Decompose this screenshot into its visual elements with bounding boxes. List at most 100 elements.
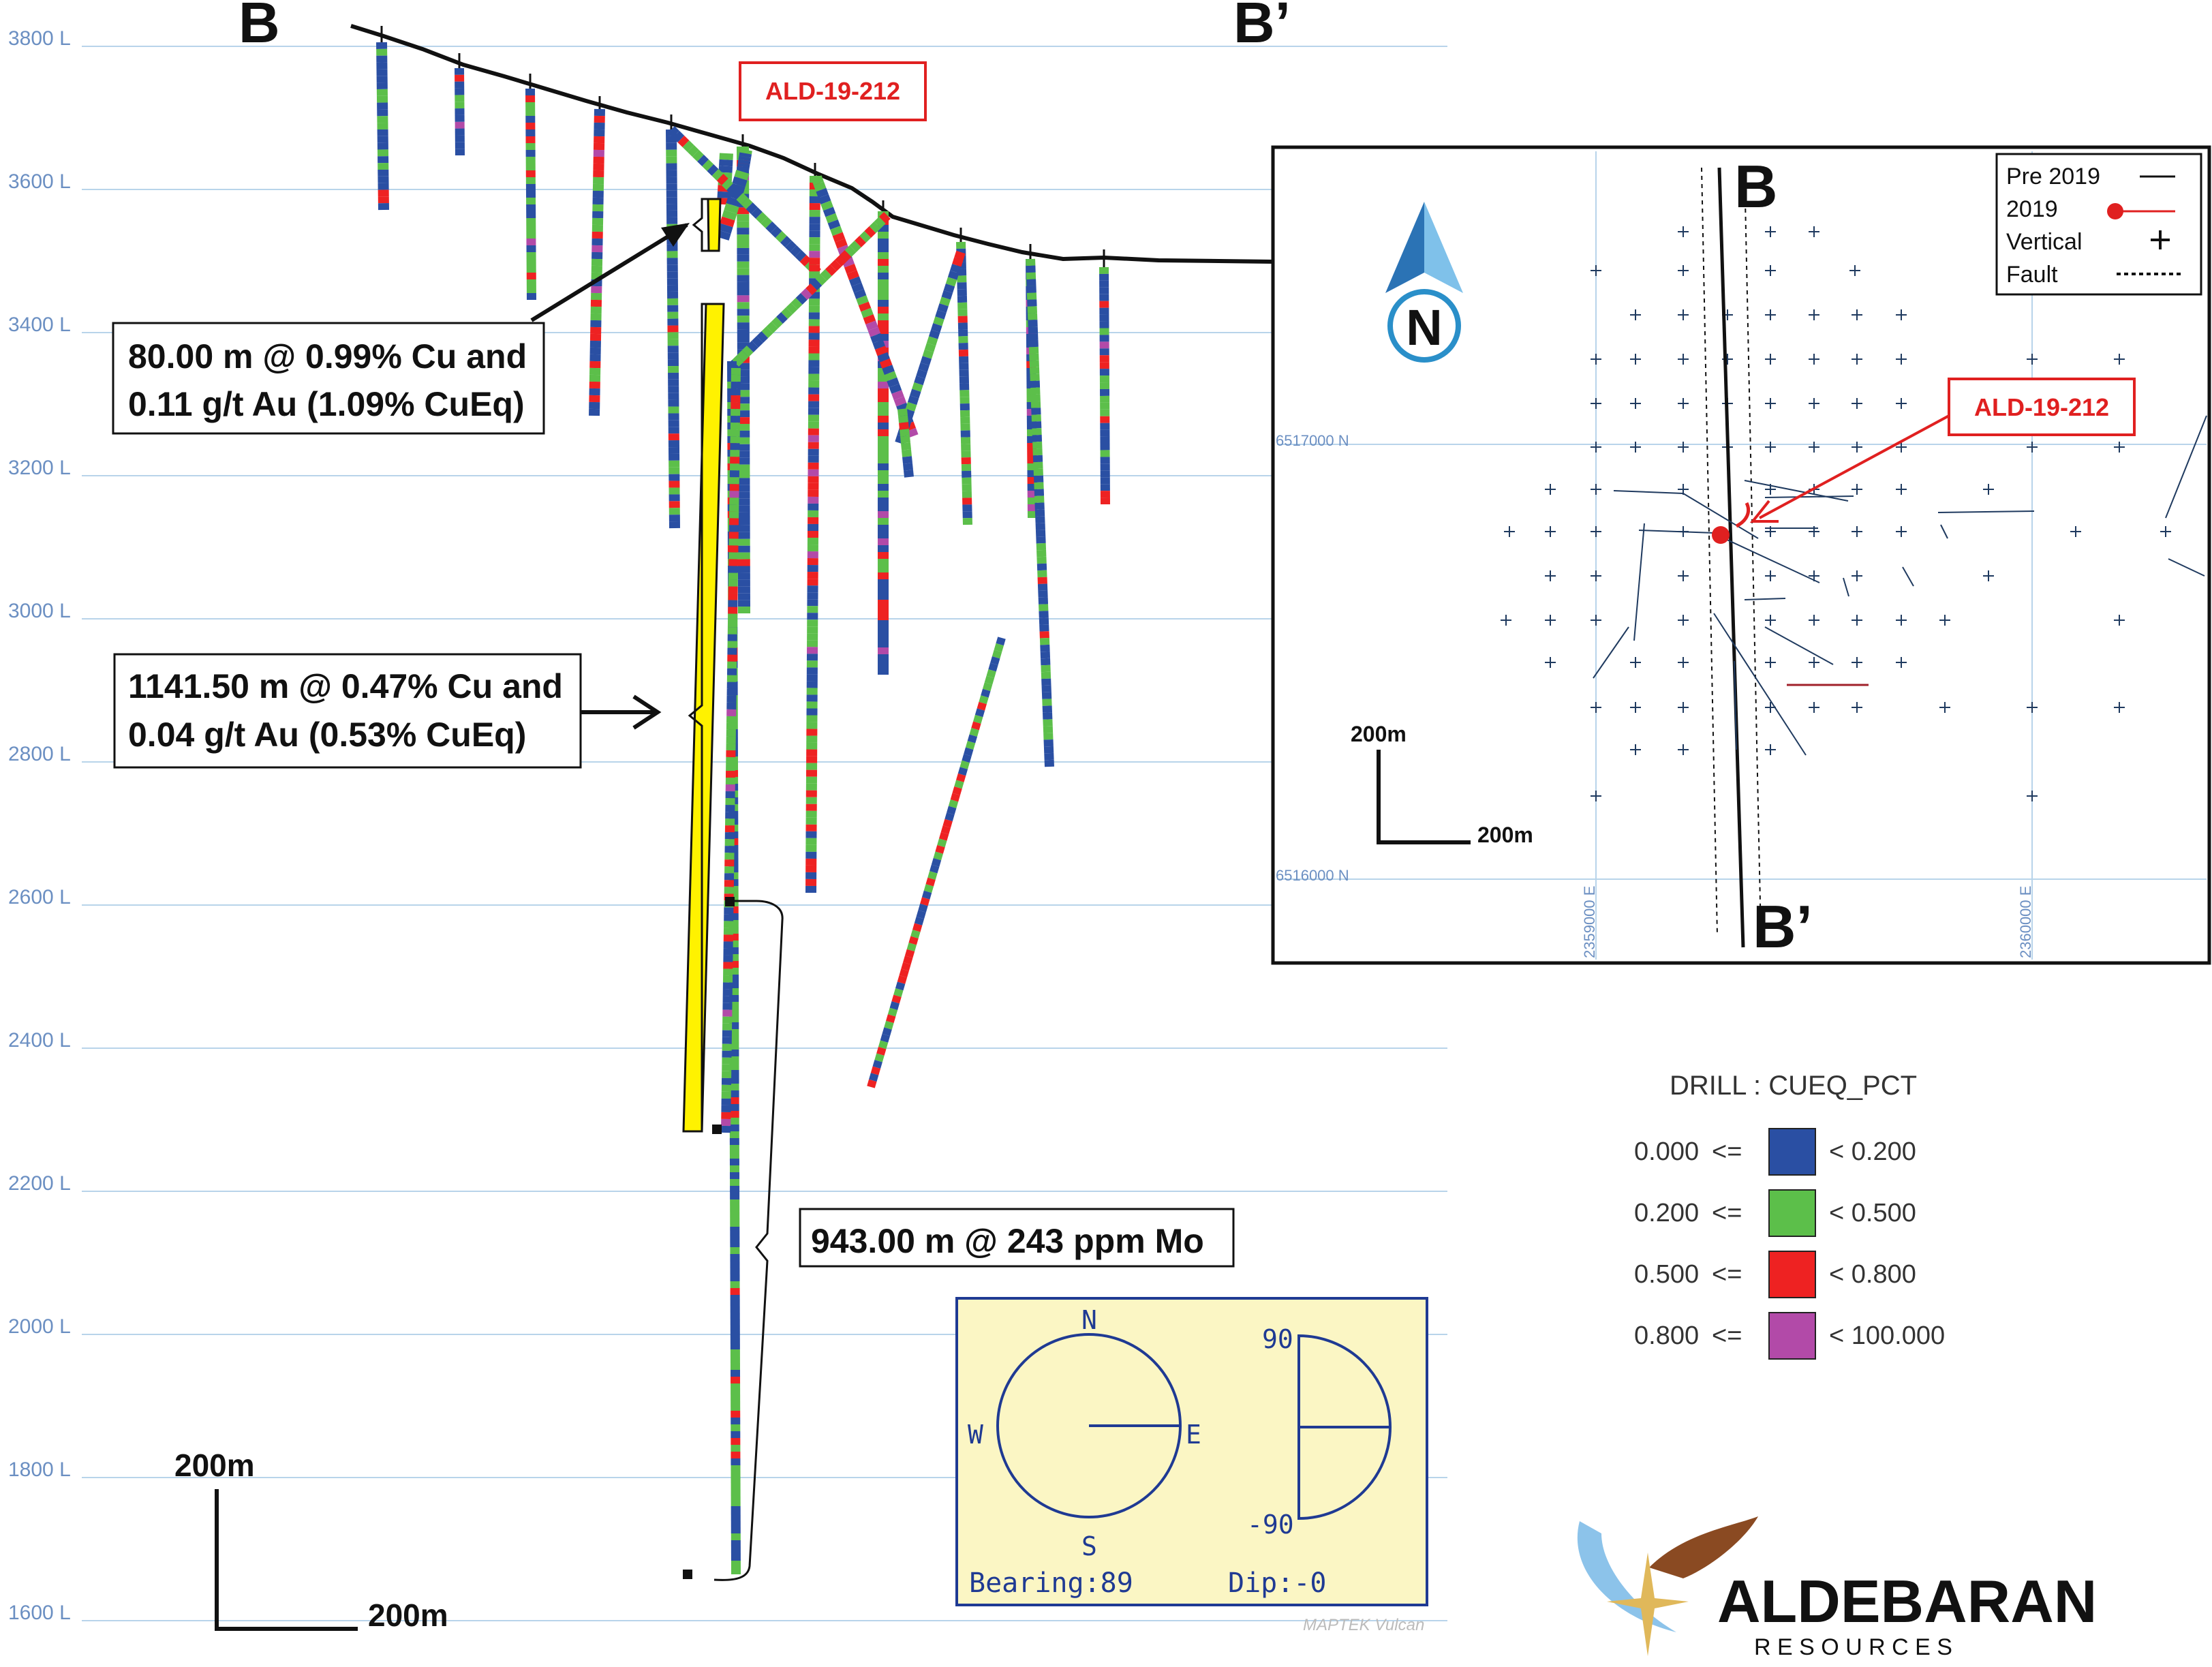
level-label: 3800 L bbox=[8, 27, 71, 50]
drill-hole-trace bbox=[897, 408, 914, 478]
intercept-2-line-1: 1141.50 m @ 0.47% Cu and bbox=[128, 667, 563, 705]
inset-fault-1 bbox=[1701, 167, 1718, 936]
inset-label-b: B bbox=[1734, 153, 1778, 220]
callout-arrow-1 bbox=[530, 223, 688, 322]
inset-ald-19-212-trace bbox=[1735, 502, 1751, 528]
inset-ald-19-212-collar bbox=[1712, 526, 1730, 544]
compass-e: E bbox=[1186, 1420, 1201, 1450]
level-label: 1600 L bbox=[8, 1602, 71, 1624]
inset-hole-label: ALD-19-212 bbox=[1974, 393, 2109, 421]
legend-swatch bbox=[1768, 1189, 1816, 1237]
legend-operator: <= bbox=[1712, 1199, 1742, 1227]
drill-hole-trace bbox=[1026, 258, 1054, 767]
drill-hole-trace bbox=[666, 129, 680, 529]
bearing-readout: Bearing:89 bbox=[969, 1567, 1133, 1599]
legend-swatch bbox=[1768, 1251, 1816, 1298]
maptek-watermark: MAPTEK Vulcan bbox=[1303, 1616, 1424, 1634]
logo-star-icon bbox=[1607, 1553, 1689, 1656]
legend-lower-bound: 0.000 bbox=[1634, 1137, 1699, 1166]
section-label-b-prime: B’ bbox=[1233, 0, 1291, 55]
legend-operator: <= bbox=[1712, 1137, 1742, 1166]
section-label-b: B bbox=[239, 0, 280, 55]
inset-pre2019-traces bbox=[1593, 415, 2207, 756]
drill-legend: DRILL : CUEQ_PCT 0.000 <= < 0.200 0.200 <= < … bbox=[1634, 1071, 1945, 1360]
north-arrow-icon: N bbox=[1385, 202, 1463, 363]
legend-pre2019-label: Pre 2019 bbox=[2006, 164, 2100, 189]
inset-scale-vertical: 200m bbox=[1351, 722, 1407, 746]
intercept-box-2 bbox=[113, 653, 582, 769]
legend-vertical-label: Vertical bbox=[2006, 229, 2083, 255]
inset-label-b-prime: B’ bbox=[1753, 893, 1813, 960]
legend-lower-bound: 0.200 bbox=[1634, 1199, 1699, 1227]
logo-swoosh-blue bbox=[1577, 1521, 1676, 1632]
compass-n: N bbox=[1081, 1305, 1097, 1335]
drill-hole-trace bbox=[455, 67, 465, 156]
hole-label: ALD-19-212 bbox=[765, 77, 900, 105]
level-label: 2000 L bbox=[8, 1315, 71, 1338]
orientation-panel: N S E W 90 -90 Bearing:89 Dip:-0 MAPTEK … bbox=[955, 1297, 1428, 1634]
inset-scale-bar bbox=[1377, 750, 1471, 844]
drill-hole-trace bbox=[376, 42, 389, 211]
intercept-1-line-1: 80.00 m @ 0.99% Cu and bbox=[128, 337, 527, 376]
inset-callout-arrow-head bbox=[1749, 500, 1779, 523]
drill-hole-trace bbox=[737, 149, 752, 172]
aldebaran-logo: ALDEBARAN R E S O U R C E S bbox=[1577, 1516, 2097, 1660]
legend-swatch bbox=[1768, 1128, 1816, 1176]
legend-upper-bound: < 100.000 bbox=[1829, 1321, 1945, 1350]
level-label: 3000 L bbox=[8, 600, 71, 622]
intercept-1-line-2: 0.11 g/t Au (1.09% CuEq) bbox=[128, 385, 525, 423]
level-label: 1800 L bbox=[8, 1458, 71, 1481]
legend-operator: <= bbox=[1712, 1321, 1742, 1350]
dip-top-label: 90 bbox=[1262, 1324, 1293, 1354]
collar-ticks bbox=[380, 26, 1105, 269]
inset-easting-2: 2360000 E bbox=[2017, 886, 2034, 958]
mo-start-marker bbox=[725, 897, 735, 906]
drill-hole-trace bbox=[525, 88, 536, 301]
section-scale-bar bbox=[215, 1489, 358, 1631]
legend-2019-label: 2019 bbox=[2006, 196, 2058, 222]
inset-map: 6517000 N 6516000 N 2359000 E 2360000 E bbox=[1271, 145, 2211, 965]
inset-section-line bbox=[1717, 167, 1745, 948]
level-label: 2200 L bbox=[8, 1172, 71, 1195]
legend-lower-bound: 0.800 bbox=[1634, 1321, 1699, 1350]
logo-sub: R E S O U R C E S bbox=[1754, 1634, 1952, 1660]
drill-hole-trace bbox=[895, 250, 966, 445]
bracket-high-grade bbox=[692, 198, 709, 252]
dip-semicircle bbox=[1297, 1334, 1392, 1520]
drill-hole-trace bbox=[811, 175, 919, 438]
compass-w: W bbox=[968, 1420, 983, 1450]
section-scale-vertical-label: 200m bbox=[174, 1448, 255, 1483]
inset-easting-1: 2359000 E bbox=[1581, 886, 1598, 958]
level-label: 3600 L bbox=[8, 170, 71, 193]
legend-upper-bound: < 0.800 bbox=[1829, 1260, 1916, 1289]
drill-hole-trace bbox=[589, 108, 605, 416]
inset-northing-2: 6516000 N bbox=[1276, 867, 1349, 884]
legend-upper-bound: < 0.500 bbox=[1829, 1199, 1916, 1227]
level-label: 3400 L bbox=[8, 313, 71, 336]
inset-northing-1: 6517000 N bbox=[1276, 432, 1349, 449]
dip-bottom-label: -90 bbox=[1247, 1510, 1294, 1540]
inset-scale-horizontal: 200m bbox=[1477, 823, 1533, 847]
callout-arrow-2-head bbox=[632, 694, 662, 730]
inset-callout-arrow bbox=[1759, 414, 1950, 519]
drill-hole-trace bbox=[721, 367, 741, 1133]
drill-hole-trace bbox=[737, 146, 750, 614]
legend-fault-label: Fault bbox=[2006, 262, 2058, 288]
level-label: 3200 L bbox=[8, 457, 71, 479]
drill-legend-title: DRILL : CUEQ_PCT bbox=[1670, 1071, 1917, 1101]
intercept-2-line-2: 0.04 g/t Au (0.53% CuEq) bbox=[128, 716, 526, 754]
drill-hole-trace bbox=[805, 175, 820, 893]
intercept-box-3 bbox=[799, 1208, 1235, 1268]
legend-swatch bbox=[1768, 1312, 1816, 1360]
drill-hole-trace bbox=[956, 241, 972, 525]
dip-readout: Dip:-0 bbox=[1228, 1567, 1327, 1599]
legend-lower-bound: 0.500 bbox=[1634, 1260, 1699, 1289]
north-letter: N bbox=[1406, 299, 1442, 356]
topography-line bbox=[350, 24, 1275, 264]
intercept-box-1 bbox=[112, 322, 545, 435]
logo-name: ALDEBARAN bbox=[1717, 1567, 2097, 1635]
level-label: 2800 L bbox=[8, 743, 71, 765]
hole-label-box bbox=[739, 61, 927, 121]
mo-long-end-marker bbox=[712, 1125, 722, 1134]
